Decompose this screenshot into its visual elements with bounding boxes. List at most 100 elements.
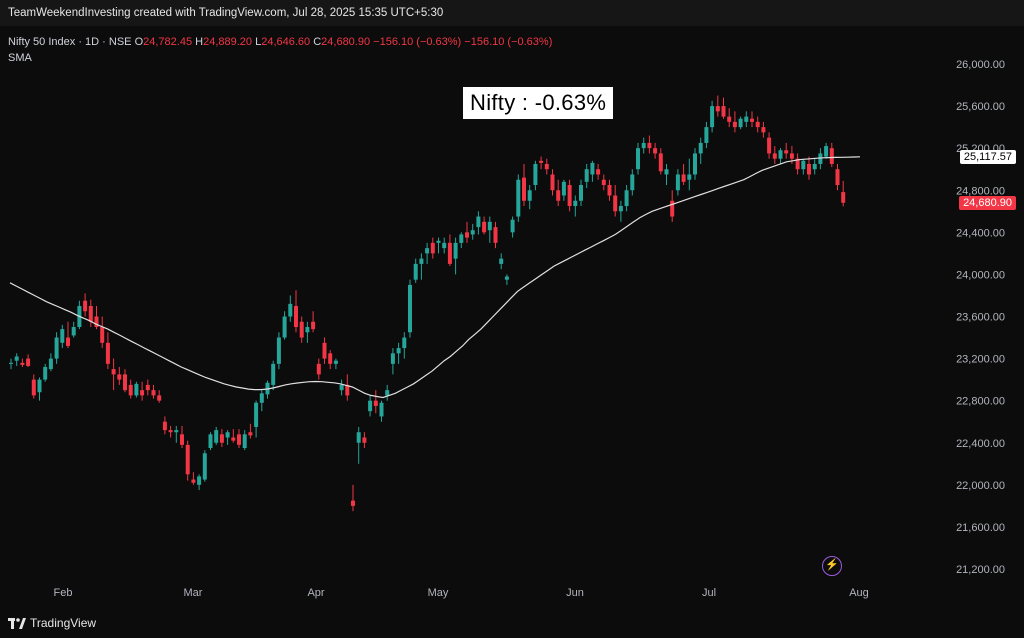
candle-body	[624, 190, 629, 207]
candle-body	[71, 327, 76, 336]
candle-body	[111, 369, 116, 375]
candle-body	[162, 421, 167, 431]
candle-body	[778, 150, 783, 159]
candle-body	[459, 234, 464, 243]
candle-body	[687, 174, 692, 180]
y-tick-label: 22,400.00	[956, 438, 1005, 450]
candle-body	[818, 153, 823, 164]
candle-body	[105, 342, 110, 364]
x-tick-label: Feb	[54, 587, 73, 599]
candle-body	[601, 179, 606, 185]
candle-body	[117, 374, 122, 380]
candle-body	[219, 434, 224, 443]
candle-body	[134, 383, 139, 396]
candle-body	[641, 142, 646, 149]
candle-body	[94, 316, 99, 328]
y-tick-label: 23,600.00	[956, 312, 1005, 324]
candle-body	[202, 453, 207, 480]
close-value: 24,680.90	[321, 36, 371, 48]
candle-body	[157, 395, 162, 401]
candle-body	[721, 106, 726, 117]
candle-body	[151, 390, 156, 396]
footer-bar	[0, 610, 1024, 638]
candle-body	[453, 242, 458, 259]
candle-body	[561, 181, 566, 196]
credit-text: TeamWeekendInvesting created with Tradin…	[8, 7, 444, 19]
candle-body	[436, 240, 441, 243]
y-tick-label: 22,800.00	[956, 396, 1005, 408]
candle-body	[841, 192, 846, 203]
candle-body	[710, 106, 715, 128]
candle-body	[807, 163, 811, 175]
candle-body	[579, 184, 583, 201]
candle-body	[311, 321, 316, 330]
candle-body	[755, 121, 760, 128]
candle-body	[681, 174, 686, 182]
x-tick-label: Mar	[184, 587, 203, 599]
candle-body	[288, 303, 293, 317]
candle-body	[772, 153, 777, 159]
candle-body	[812, 163, 817, 170]
change-value: −156.10 (−0.63%)	[373, 36, 462, 48]
candle-body	[584, 169, 589, 182]
candle-body	[390, 353, 395, 364]
candle-body	[698, 142, 703, 154]
candle-body	[197, 476, 202, 485]
candle-body	[487, 221, 492, 231]
candle-body	[493, 227, 498, 243]
candle-body	[470, 230, 475, 235]
candle-body	[9, 362, 13, 364]
time-axis: Feb Mar Apr May Jun Jul Aug	[54, 587, 869, 599]
candle-body	[476, 216, 481, 228]
candle-body	[225, 432, 230, 438]
candle-body	[43, 367, 48, 380]
candle-body	[259, 393, 264, 403]
candle-body	[516, 179, 521, 217]
candle-body	[750, 118, 754, 122]
candle-body	[784, 150, 789, 154]
candle-body	[590, 162, 595, 175]
candle-body	[128, 384, 133, 396]
candle-body	[801, 160, 806, 170]
candle-body	[527, 190, 532, 201]
candle-body	[123, 374, 127, 391]
candle-body	[738, 118, 743, 128]
candle-body	[704, 127, 709, 143]
candle-body	[328, 353, 333, 364]
high-value: 24,889.20	[203, 36, 253, 48]
candle-body	[180, 434, 184, 445]
candle-body	[675, 174, 680, 191]
candle-body	[385, 390, 390, 396]
brand-name: TradingView	[30, 616, 97, 630]
candle-body	[567, 184, 572, 207]
candle-body	[294, 305, 298, 328]
candle-body	[408, 284, 412, 333]
candle-body	[20, 362, 25, 365]
candle-body	[504, 276, 509, 280]
candle-body	[368, 400, 373, 412]
candle-body	[37, 379, 42, 393]
indicator-label[interactable]: SMA	[8, 52, 32, 64]
candle-body	[544, 163, 549, 170]
candle-body	[237, 434, 241, 445]
tradingview-logo[interactable]: TradingView	[8, 616, 96, 630]
candle-body	[168, 430, 173, 433]
open-label: O	[134, 36, 144, 48]
candle-body	[345, 384, 350, 396]
y-tick-label: 26,000.00	[956, 59, 1005, 71]
candle-body	[316, 363, 321, 375]
symbol-label[interactable]: Nifty 50 Index · 1D · NSE	[8, 36, 132, 48]
candle-body	[430, 242, 435, 254]
annotation-box: Nifty : -0.63%	[463, 87, 614, 119]
candle-body	[83, 300, 88, 312]
candle-body	[533, 163, 538, 185]
candle-body	[658, 153, 663, 172]
candle-body	[54, 337, 59, 359]
candle-body	[499, 258, 504, 264]
lightning-icon[interactable]: ⚡	[822, 556, 842, 576]
low-value: 24,646.60	[261, 36, 311, 48]
candle-body	[613, 195, 618, 212]
x-tick-label: Aug	[849, 587, 869, 599]
close-label: C	[313, 36, 322, 48]
candles-layer	[9, 95, 846, 512]
